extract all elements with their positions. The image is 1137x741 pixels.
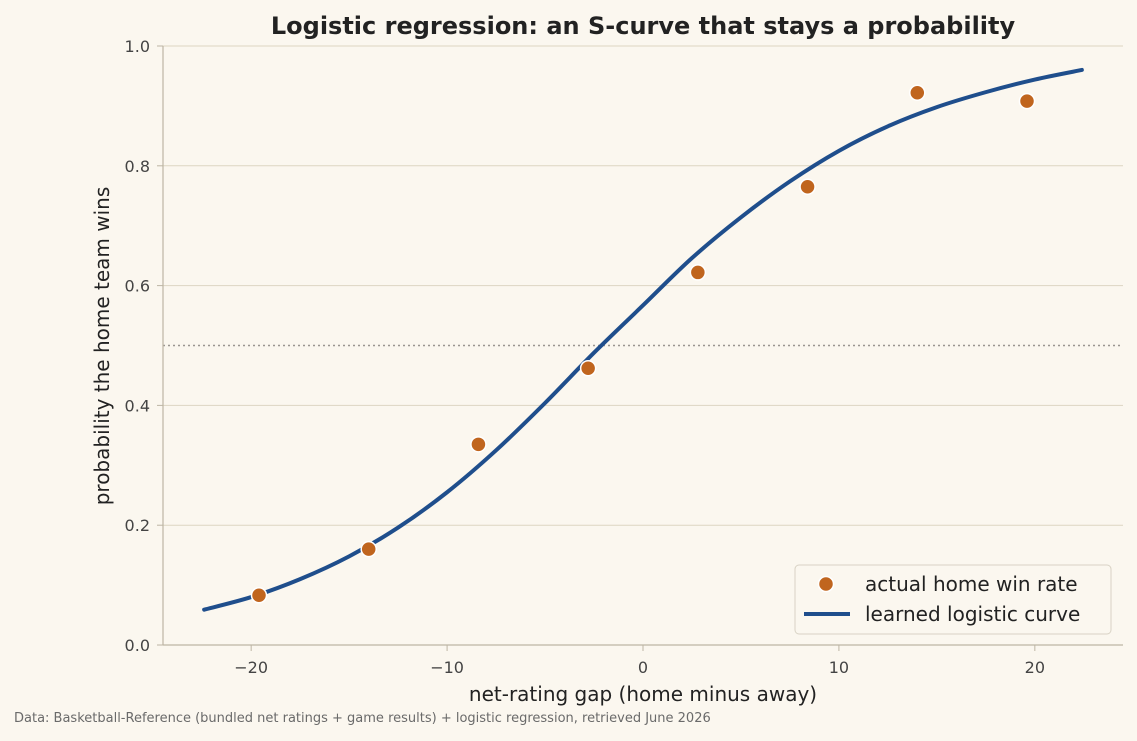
data-point	[909, 84, 926, 101]
data-point	[470, 436, 487, 453]
x-axis-label: net-rating gap (home minus away)	[469, 682, 817, 706]
x-tick-label: 0	[638, 658, 648, 677]
legend: actual home win rate learned logistic cu…	[794, 564, 1112, 635]
data-point	[579, 360, 597, 377]
data-point	[689, 264, 707, 281]
logistic-curve	[202, 67, 1084, 612]
x-tick-label: −20	[234, 658, 268, 677]
data-point	[1018, 92, 1036, 110]
y-tick-label: 0.4	[125, 396, 150, 415]
y-tick-label: 0.8	[125, 157, 150, 176]
legend-label-points: actual home win rate	[865, 572, 1078, 596]
data-point	[250, 587, 268, 604]
y-tick-label: 0.2	[125, 516, 150, 535]
x-tick-label: 10	[829, 658, 849, 677]
y-axis-label: probability the home team wins	[90, 187, 114, 506]
axes	[157, 45, 1123, 651]
legend-label-line: learned logistic curve	[865, 602, 1080, 626]
legend-box	[794, 564, 1112, 635]
series-layer	[202, 67, 1084, 612]
tick-labels: 0.0 0.2 0.4 0.6 0.8 1.0 −20 −10 0 10 20	[125, 37, 1045, 677]
grid	[163, 45, 1123, 526]
x-tick-label: 20	[1025, 658, 1045, 677]
x-tick-label: −10	[430, 658, 464, 677]
legend-marker-points	[817, 575, 835, 593]
y-tick-label: 0.6	[125, 277, 150, 296]
y-tick-label: 0.0	[125, 636, 150, 655]
data-point	[799, 178, 816, 196]
data-point	[360, 540, 377, 558]
chart-title: Logistic regression: an S-curve that sta…	[271, 12, 1016, 40]
source-note: Data: Basketball-Reference (bundled net …	[14, 711, 711, 726]
y-tick-label: 1.0	[125, 37, 150, 56]
